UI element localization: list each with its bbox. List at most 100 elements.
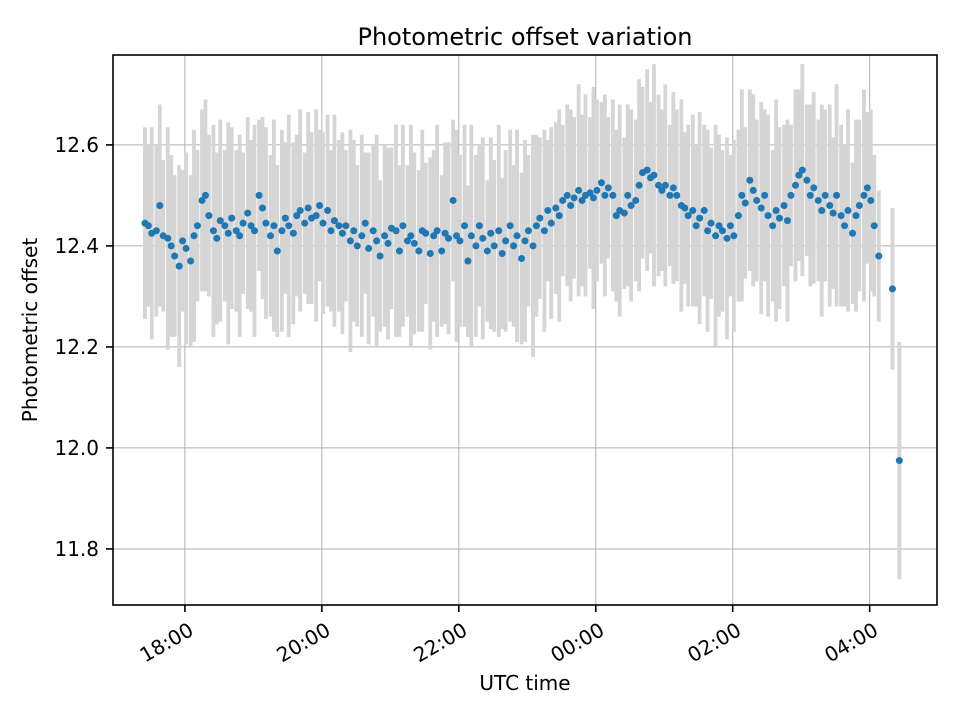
data-point: [445, 234, 453, 242]
data-point: [841, 222, 849, 230]
data-point: [860, 191, 868, 199]
data-point: [769, 222, 777, 230]
data-point: [867, 196, 875, 204]
data-point: [844, 207, 852, 215]
data-point: [171, 252, 179, 260]
data-point: [692, 222, 700, 230]
data-point: [209, 227, 217, 235]
data-point: [795, 171, 803, 179]
data-point: [490, 242, 498, 250]
data-point: [190, 232, 198, 240]
data-point: [741, 199, 749, 207]
data-point: [715, 222, 723, 230]
data-point: [152, 227, 160, 235]
y-axis-label: Photometric offset: [18, 237, 42, 423]
data-point: [407, 232, 415, 240]
data-point: [441, 229, 449, 237]
data-point: [187, 257, 195, 265]
data-point: [301, 219, 309, 227]
data-point: [555, 212, 563, 220]
data-point: [704, 227, 712, 235]
data-point: [262, 219, 270, 227]
data-point: [776, 214, 784, 222]
data-point: [464, 257, 472, 265]
data-point: [852, 212, 860, 220]
data-point: [255, 191, 263, 199]
data-point: [814, 196, 822, 204]
data-point: [415, 247, 423, 255]
data-point: [430, 232, 438, 240]
x-tick-label: 22:00: [409, 618, 471, 668]
data-point: [627, 202, 635, 210]
data-point: [863, 184, 871, 192]
x-tick-label: 04:00: [820, 618, 882, 668]
data-point: [666, 191, 674, 199]
data-point: [179, 237, 187, 245]
data-point: [273, 247, 281, 255]
data-point: [696, 214, 704, 222]
y-tick-label: 11.8: [54, 537, 99, 561]
data-point: [247, 222, 255, 230]
data-point: [643, 166, 651, 174]
data-point: [461, 222, 469, 230]
data-point: [361, 219, 369, 227]
data-point: [156, 202, 164, 210]
data-point: [734, 212, 742, 220]
data-point: [330, 217, 338, 225]
data-point: [730, 232, 738, 240]
data-point: [164, 234, 172, 242]
data-point: [201, 191, 209, 199]
data-point: [335, 222, 343, 230]
data-point: [563, 191, 571, 199]
data-point: [684, 212, 692, 220]
data-point: [544, 207, 552, 215]
data-point: [498, 249, 506, 257]
data-point: [244, 209, 252, 217]
x-tick-label: 00:00: [546, 618, 608, 668]
data-point: [182, 244, 190, 252]
data-point: [358, 232, 366, 240]
data-point: [567, 202, 575, 210]
data-point: [806, 191, 814, 199]
data-point: [239, 219, 247, 227]
data-point: [506, 222, 514, 230]
data-point: [661, 181, 669, 189]
data-point: [232, 227, 240, 235]
data-point: [620, 209, 628, 217]
data-point: [624, 191, 632, 199]
data-point: [612, 212, 620, 220]
data-point: [547, 219, 555, 227]
chart-title: Photometric offset variation: [357, 23, 693, 51]
data-point: [216, 217, 224, 225]
data-point: [438, 247, 446, 255]
data-point: [293, 212, 301, 220]
data-point: [524, 227, 532, 235]
data-point: [529, 242, 537, 250]
data-point: [193, 222, 201, 230]
data-point: [304, 204, 312, 212]
x-axis-label: UTC time: [479, 671, 571, 695]
data-point: [376, 252, 384, 260]
data-point: [510, 242, 518, 250]
data-point: [707, 219, 715, 227]
data-point: [578, 196, 586, 204]
data-point: [365, 244, 373, 252]
data-point: [144, 222, 152, 230]
data-point: [650, 171, 658, 179]
data-point: [818, 207, 826, 215]
data-point: [353, 242, 361, 250]
data-point: [609, 191, 617, 199]
data-point: [761, 191, 769, 199]
data-point: [559, 196, 567, 204]
data-point: [373, 237, 381, 245]
data-point: [228, 214, 236, 222]
data-point: [198, 196, 206, 204]
data-point: [518, 255, 526, 263]
y-tick-label: 12.2: [54, 335, 99, 359]
data-point: [757, 204, 765, 212]
data-point: [681, 204, 689, 212]
data-point: [810, 184, 818, 192]
data-point: [384, 239, 392, 247]
y-tick-label: 12.4: [54, 234, 99, 258]
data-point: [502, 237, 510, 245]
